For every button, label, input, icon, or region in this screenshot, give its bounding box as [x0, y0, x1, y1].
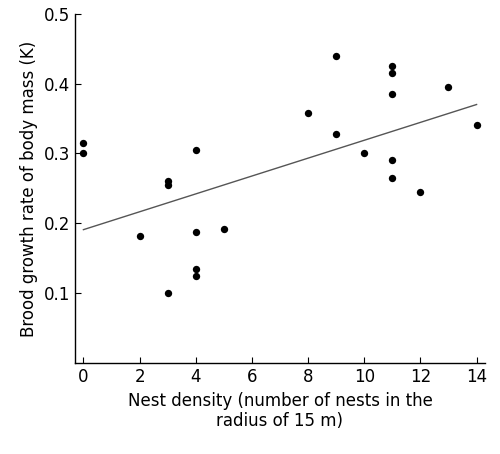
- Point: [332, 130, 340, 138]
- X-axis label: Nest density (number of nests in the
radius of 15 m): Nest density (number of nests in the rad…: [128, 392, 432, 430]
- Point: [164, 178, 172, 185]
- Point: [136, 232, 143, 240]
- Point: [192, 146, 200, 153]
- Point: [388, 157, 396, 164]
- Y-axis label: Brood growth rate of body mass (K): Brood growth rate of body mass (K): [20, 40, 38, 336]
- Point: [472, 122, 480, 129]
- Point: [192, 228, 200, 235]
- Point: [416, 188, 424, 196]
- Point: [80, 150, 88, 157]
- Point: [388, 62, 396, 69]
- Point: [304, 109, 312, 117]
- Point: [388, 174, 396, 182]
- Point: [164, 290, 172, 297]
- Point: [80, 139, 88, 147]
- Point: [164, 181, 172, 188]
- Point: [192, 272, 200, 279]
- Point: [360, 150, 368, 157]
- Point: [388, 90, 396, 98]
- Point: [220, 225, 228, 232]
- Point: [388, 69, 396, 77]
- Point: [444, 84, 452, 91]
- Point: [192, 265, 200, 272]
- Point: [332, 52, 340, 59]
